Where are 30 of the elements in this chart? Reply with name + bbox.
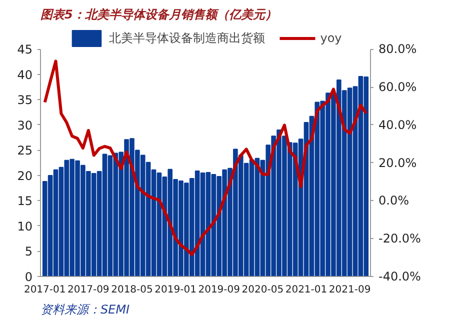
y-tick-label: 25 <box>17 144 33 158</box>
legend-label: yoy <box>320 31 342 45</box>
y2-tick-label: -20.0% <box>378 232 421 246</box>
x-tick-label: 2021-01 <box>285 284 328 296</box>
legend-label: 北美半导体设备制造商出货额 <box>109 30 266 46</box>
line-series <box>43 60 368 256</box>
x-tick-label: 2021-09 <box>328 284 371 296</box>
y-tick-label: 45 <box>17 42 33 57</box>
y2-tick-label: 40.0% <box>378 118 417 132</box>
x-tick-label: 2020-05 <box>242 284 284 296</box>
chart-title: 图表5：北美半导体设备月销售额（亿美元） <box>40 8 277 22</box>
y-tick-label: 40 <box>17 68 33 82</box>
x-tick-label: 2018-05 <box>111 284 153 296</box>
y-tick-label: 20 <box>17 168 33 183</box>
x-tick-label: 2019-09 <box>198 284 240 296</box>
y-tick-label: 0 <box>24 270 33 284</box>
y2-tick-label: 80.0% <box>378 42 417 56</box>
y2-tick-label: 60.0% <box>378 80 417 94</box>
y-tick-label: 30 <box>17 118 33 132</box>
text: 资料来源：SEMI <box>40 302 130 316</box>
y-tick-label: 15 <box>17 194 33 208</box>
x-tick-label: 2017-09 <box>68 284 110 296</box>
y2-tick-label: 0.0% <box>378 194 409 208</box>
x-tick-label: 2017-01 <box>24 284 66 296</box>
y2-tick-label: -40.0% <box>378 270 421 284</box>
x-tick-label: 2019-01 <box>154 284 196 296</box>
y-tick-label: 10 <box>17 219 33 234</box>
y-tick-label: 35 <box>17 93 33 108</box>
y2-tick-label: 20.0% <box>378 156 417 170</box>
y-tick-label: 5 <box>24 244 33 259</box>
